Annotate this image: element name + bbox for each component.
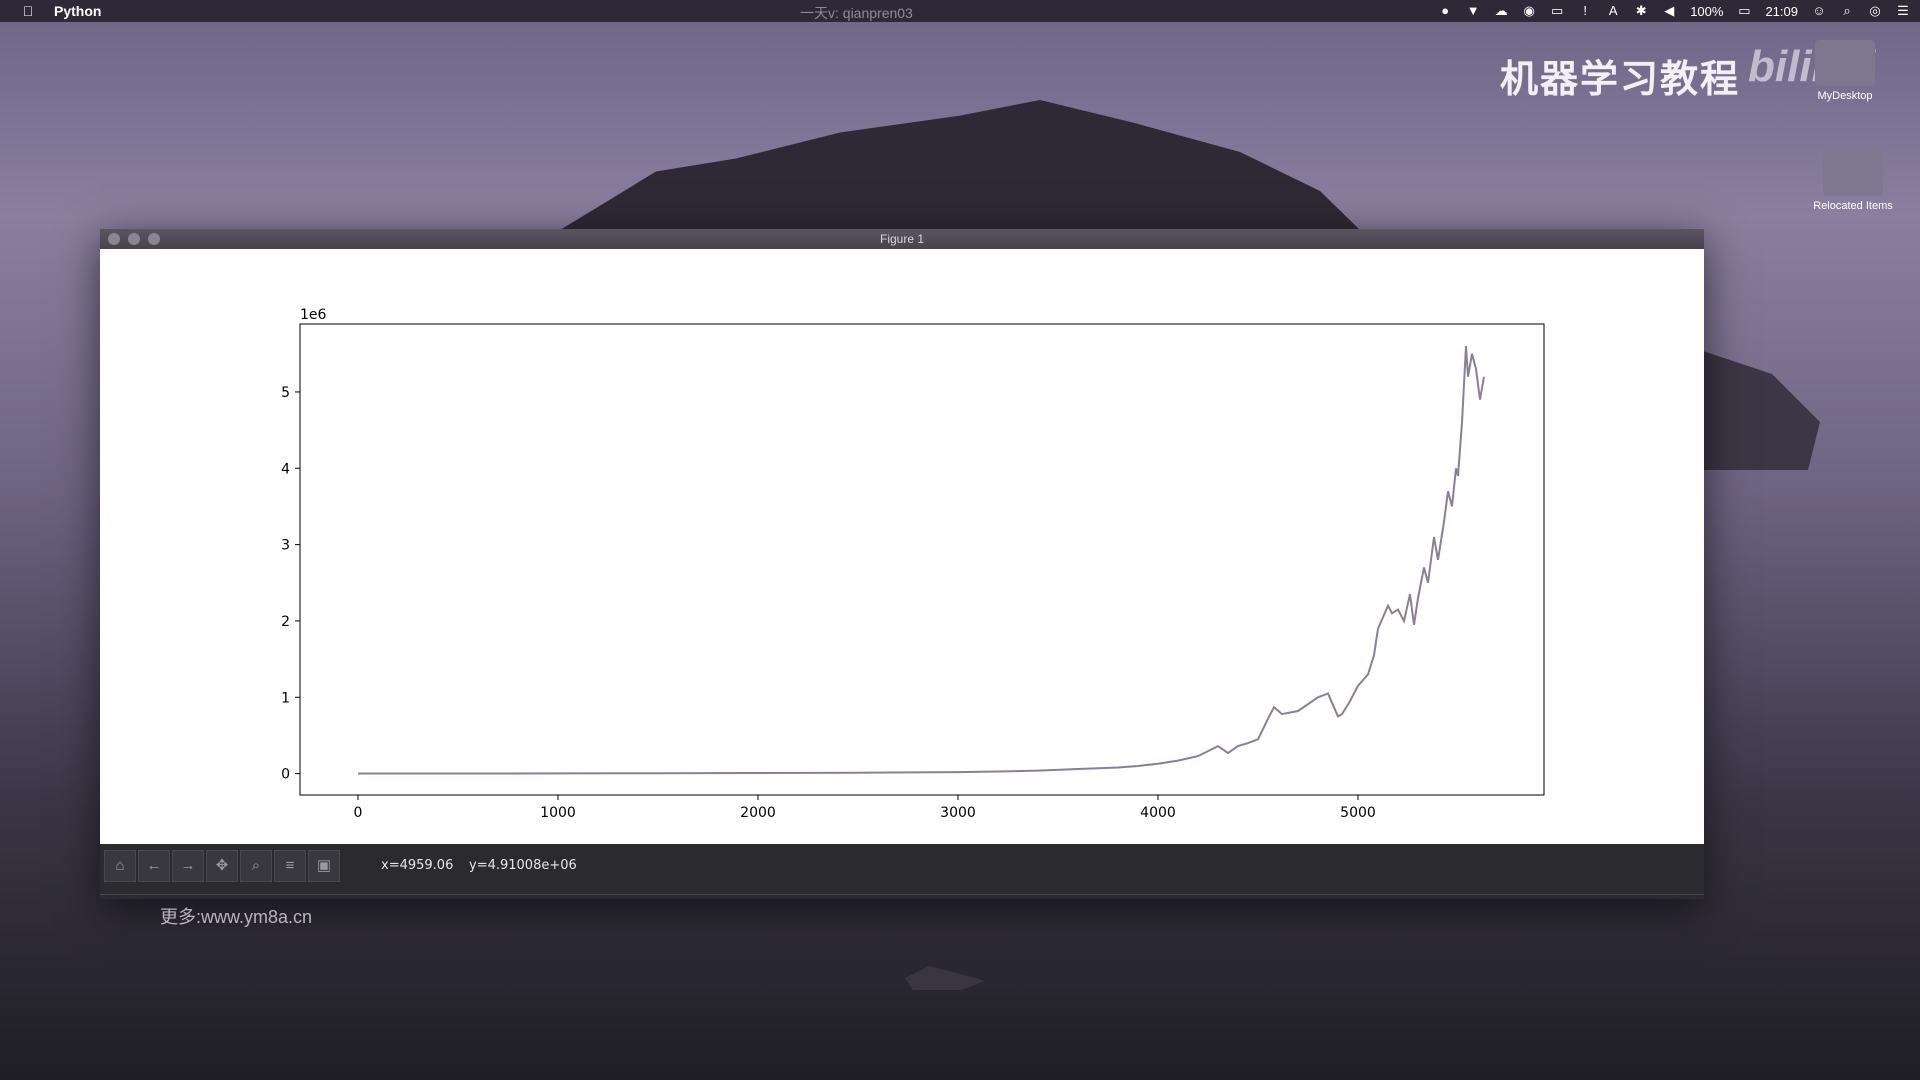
background-small-island [905, 966, 985, 990]
screen-icon[interactable]: ▭ [1551, 3, 1564, 18]
pan-icon[interactable]: ✥ [206, 850, 238, 882]
alert-icon[interactable]: ! [1583, 3, 1588, 18]
siri-icon[interactable]: ◎ [1869, 3, 1881, 18]
save-icon[interactable]: ▣ [308, 850, 340, 882]
y-tick-label: 5 [281, 385, 290, 401]
desktop-icon-label: Relocated Items [1813, 200, 1893, 212]
folder-icon [1815, 40, 1875, 86]
y-tick-label: 4 [281, 461, 290, 477]
cursor-y-readout: y=4.91008e+06 [469, 858, 577, 873]
y-tick-label: 3 [281, 538, 290, 554]
x-tick-label: 4000 [1140, 805, 1176, 821]
more-link-watermark: 更多:www.ym8a.cn [160, 907, 313, 927]
zoom-window-button[interactable] [148, 233, 160, 245]
y-tick-label: 2 [281, 614, 290, 630]
wechat-icon[interactable]: ◉ [1523, 3, 1535, 18]
clock[interactable]: 21:09 [1765, 3, 1798, 19]
menubar-center-text: 一天v: qianpren03 [800, 5, 913, 21]
line-chart: 1e6 0 1 2 3 4 5 0 1000 2000 3000 4000 5000 [281, 307, 1545, 821]
zoom-icon[interactable]: ⌕ [240, 850, 272, 882]
cloud-icon[interactable]: ☁ [1494, 3, 1508, 18]
configure-subplots-icon[interactable]: ≡ [274, 850, 306, 882]
x-tick-label: 1000 [540, 805, 576, 821]
x-tick-label: 0 [354, 805, 363, 821]
input-source-icon[interactable]: A [1608, 3, 1618, 18]
battery-icon[interactable]: ▭ [1738, 3, 1751, 18]
figure-toolbar: ⌂ ← → ✥ ⌕ ≡ ▣ x=4959.06 y=4.91008e+06 [100, 844, 1704, 899]
close-window-button[interactable] [108, 233, 120, 245]
x-tick-label: 5000 [1340, 805, 1376, 821]
window-titlebar[interactable]: Figure 1 [100, 229, 1704, 249]
watermark-title: 机器学习教程 [1500, 59, 1741, 101]
status-area: ● ▼ ☁ ◉ ▭ ! A ✱ ◀ 100% ▭ 21:09 ☺ ⌕ ◎ ☰ [1438, 0, 1910, 22]
series-line [358, 346, 1485, 775]
y-offset-text: 1e6 [300, 307, 327, 323]
cursor-x-readout: x=4959.06 [381, 858, 454, 873]
toolbar-divider [100, 894, 1704, 895]
folder-icon [1823, 150, 1883, 196]
y-tick-label: 0 [281, 767, 290, 783]
x-tick-label: 2000 [740, 805, 776, 821]
y-tick-label: 1 [281, 690, 290, 706]
background-rocks [1700, 350, 1820, 470]
home-icon[interactable]: ⌂ [104, 850, 136, 882]
figure-canvas[interactable]: 1e6 0 1 2 3 4 5 0 1000 2000 3000 4000 5000 [100, 249, 1704, 844]
apple-icon[interactable]:  [20, 3, 36, 19]
volume-icon[interactable]: ◀ [1664, 3, 1675, 18]
battery-percent[interactable]: 100% [1690, 3, 1724, 19]
x-tick-label: 3000 [940, 805, 976, 821]
spotlight-search-icon[interactable]: ⌕ [1843, 3, 1851, 18]
desktop-icon-mydesktop[interactable]: MyDesktop [1795, 40, 1895, 102]
app-name-menu[interactable]: Python [54, 3, 102, 19]
desktop-icon-relocated-items[interactable]: Relocated Items [1803, 150, 1903, 212]
background-mountain [560, 100, 1360, 230]
desktop-icon-label: MyDesktop [1817, 90, 1873, 102]
window-title: Figure 1 [879, 232, 925, 246]
menu-bar:  Python 一天v: qianpren03 ● ▼ ☁ ◉ ▭ ! A ✱… [0, 0, 1920, 22]
user-icon[interactable]: ☺ [1812, 3, 1826, 18]
minimize-window-button[interactable] [128, 233, 140, 245]
figure-window: Figure 1 1e6 0 1 2 3 4 5 0 1000 2000 3000 4000 500… [100, 229, 1704, 899]
notification-center-icon[interactable]: ☰ [1897, 3, 1909, 18]
back-arrow-icon[interactable]: ← [138, 850, 170, 882]
status-icon-1[interactable]: ● [1441, 3, 1450, 18]
axes-frame [299, 323, 1545, 796]
bluetooth-icon[interactable]: ✱ [1635, 3, 1647, 18]
shield-icon[interactable]: ▼ [1466, 3, 1480, 18]
forward-arrow-icon[interactable]: → [172, 850, 204, 882]
